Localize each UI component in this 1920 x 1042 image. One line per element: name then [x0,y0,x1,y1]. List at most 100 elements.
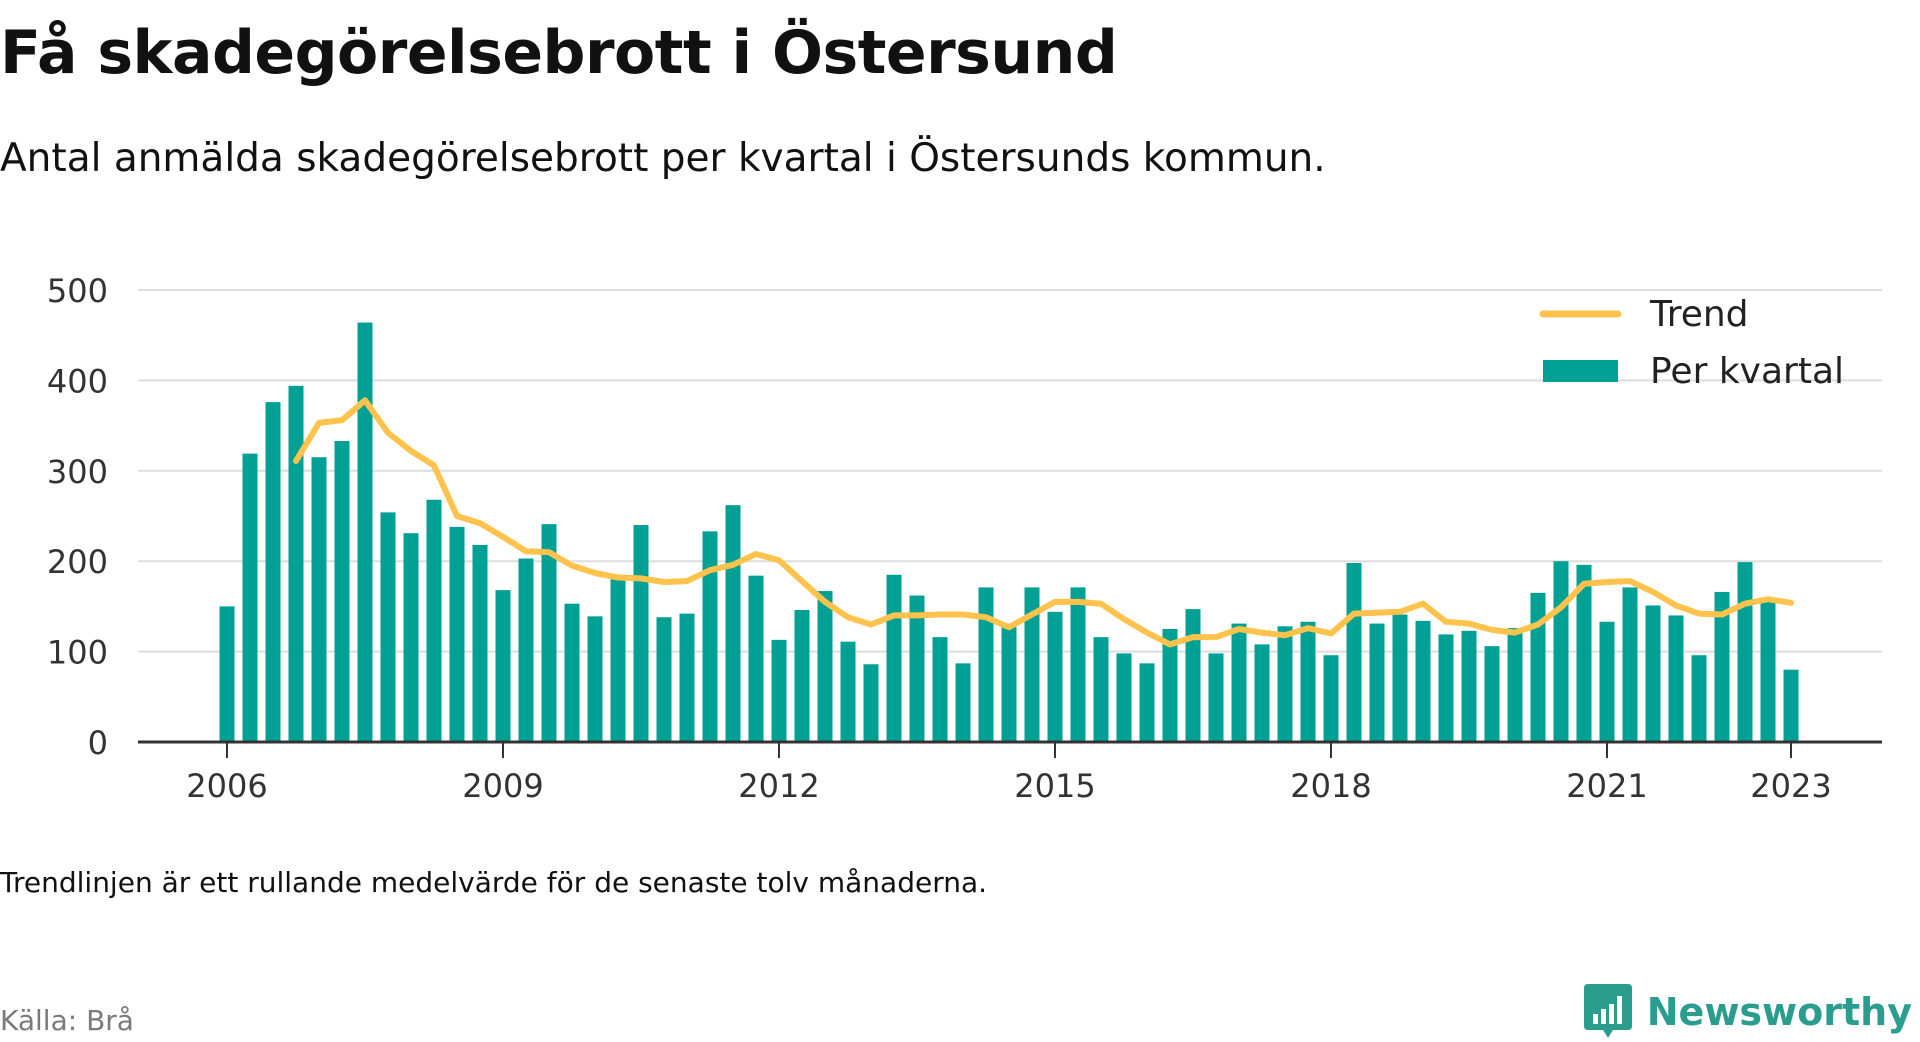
bar [472,544,488,742]
chart-area: 0 100 200 300 400 500 2006 2009 2012 2015 2018 202… [47,272,1882,805]
line-series-trend [293,397,1794,648]
bar [541,524,557,742]
bar [242,453,258,742]
bar [403,533,419,742]
bar [1024,587,1040,742]
bar [1231,623,1247,742]
bar [1576,564,1592,742]
bar [863,664,879,742]
bar [886,574,902,742]
bar [656,617,672,742]
bar [932,637,948,742]
trend-line [293,397,1794,648]
bar [1714,591,1730,742]
y-axis-ticks: 0 100 200 300 400 500 [47,272,108,762]
bar [426,499,442,742]
bar [380,512,396,742]
bar [1783,669,1799,742]
brand-logo[interactable]: Newsworthy [1583,982,1912,1042]
y-tick-label: 400 [47,362,108,400]
bar [1208,653,1224,742]
bar [1001,623,1017,742]
bar [1116,653,1132,742]
bar [311,457,327,742]
bar [702,531,718,742]
bar [1737,562,1753,742]
bar [1668,615,1684,742]
bar [955,663,971,742]
bar [1070,587,1086,742]
bar [334,440,350,742]
bar [1507,628,1523,742]
bar [357,322,373,742]
bar [1300,621,1316,742]
bar [1461,630,1477,742]
bar [1691,655,1707,742]
bar [1139,663,1155,742]
chart-title: Få skadegörelsebrott i Östersund [0,18,1118,88]
bar [1047,611,1063,742]
legend-bars-swatch [1543,360,1618,382]
y-tick-label: 0 [88,724,108,762]
bar [817,591,833,742]
bar [1760,600,1776,742]
bar [1369,623,1385,742]
bar [1622,587,1638,742]
bar [1645,605,1661,742]
y-tick-label: 100 [47,634,108,672]
source-label: Källa: Brå [0,1004,134,1037]
bar [219,606,235,742]
bar [1185,609,1201,742]
bar [518,558,534,742]
legend: Trend Per kvartal [1539,294,1844,392]
bar [564,603,580,742]
bar [771,639,787,742]
bar [748,575,764,742]
bar [1415,620,1431,742]
bar [449,526,465,742]
x-tick-label: 2021 [1566,767,1647,805]
bar [725,505,741,742]
x-tick-label: 2012 [738,767,819,805]
bar [587,616,603,742]
y-tick-label: 300 [47,453,108,491]
bar [1553,561,1569,742]
y-tick-label: 500 [47,272,108,310]
bar [633,525,649,742]
bar [840,641,856,742]
gridlines [138,289,1882,653]
bar [1254,644,1270,742]
bar [1599,621,1615,742]
bar [1277,626,1293,742]
bar [1346,563,1362,742]
bar [1530,592,1546,742]
bar [1093,637,1109,742]
chart-subtitle: Antal anmälda skadegörelsebrott per kvar… [0,136,1326,181]
bar [794,610,810,742]
bar [1438,634,1454,742]
bar [978,587,994,742]
bar [1323,655,1339,742]
bar [1162,629,1178,742]
x-tick-label: 2018 [1290,767,1371,805]
x-tick-label: 2006 [186,767,267,805]
bar [610,579,626,742]
x-axis: 2006 2009 2012 2015 2018 2021 2023 [138,740,1882,805]
bar [909,595,925,742]
bar [1484,646,1500,742]
bar-series-per-kvartal [219,322,1799,742]
bar [288,385,304,742]
legend-bars-label: Per kvartal [1650,351,1844,392]
bar [679,613,695,742]
bar [495,590,511,742]
x-tick-label: 2015 [1014,767,1095,805]
y-tick-label: 200 [47,543,108,581]
footnote: Trendlinjen är ett rullande medelvärde f… [0,866,988,899]
bar [265,402,281,742]
bar-chart-bubble-icon [1583,984,1632,1038]
bar [1392,614,1408,742]
x-tick-label: 2009 [462,767,543,805]
x-tick-label: 2023 [1750,767,1831,805]
legend-trend-label: Trend [1649,294,1749,335]
brand-name: Newsworthy [1646,990,1912,1034]
